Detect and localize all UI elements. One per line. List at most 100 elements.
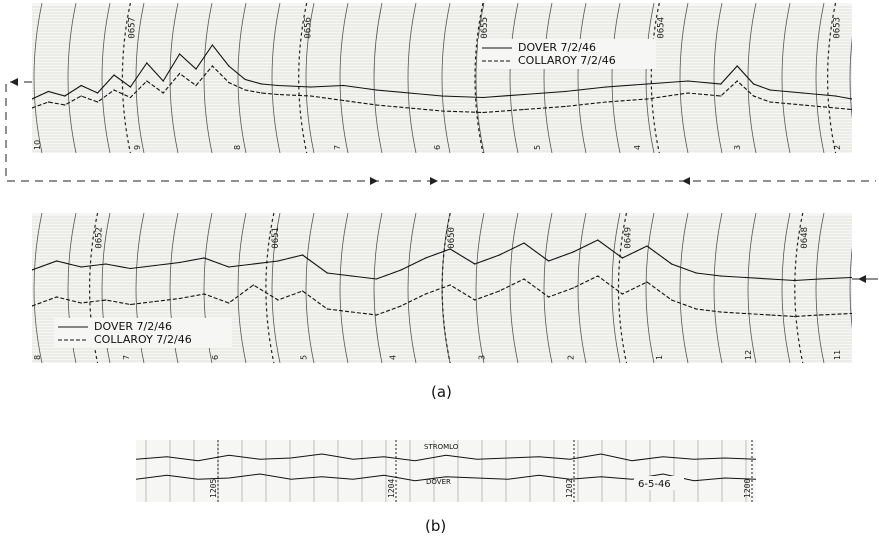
data-point <box>720 83 722 85</box>
legend-entry: DOVER 7/2/46 <box>94 320 172 333</box>
data-point <box>261 83 263 85</box>
data-point <box>228 65 230 67</box>
data-point <box>252 263 254 265</box>
data-point <box>129 303 131 306</box>
hour-tick-label: 7 <box>122 355 131 360</box>
data-point <box>32 269 33 271</box>
grid-arc <box>679 213 689 363</box>
trace-label-dover: DOVER <box>426 478 451 486</box>
data-point <box>80 302 82 304</box>
data-point <box>375 104 377 106</box>
chart-a-bottom: 0652 0651 0650 0649 0648 8 7 6 5 4 3 2 1 12 11 DOVER 7/… <box>32 213 852 363</box>
data-point <box>646 281 648 283</box>
data-point <box>449 284 451 286</box>
grid-arc <box>713 3 723 153</box>
time-label: 0657 <box>127 17 137 39</box>
grid-arc <box>815 213 825 363</box>
data-point <box>162 92 164 94</box>
data-point <box>47 101 49 103</box>
data-point <box>375 314 377 316</box>
data-point <box>203 293 205 295</box>
grid-arc <box>271 213 281 363</box>
data-point <box>179 72 181 75</box>
date-box <box>634 476 684 490</box>
grid-arc <box>747 213 757 363</box>
data-point <box>244 78 246 81</box>
data-point <box>129 267 131 270</box>
grid-arc <box>339 3 349 153</box>
time-label: 0654 <box>656 17 666 39</box>
data-point <box>572 251 574 253</box>
data-point <box>351 275 353 277</box>
arrow-left-icon <box>682 177 690 185</box>
data-point <box>277 84 279 87</box>
hour-tick-label: 3 <box>477 355 486 360</box>
series-trace <box>32 239 852 282</box>
grid-arc <box>237 213 247 363</box>
series-trace <box>32 275 852 318</box>
time-label: 0652 <box>95 227 105 249</box>
data-point <box>113 74 115 76</box>
legend-entry: DOVER 7/2/46 <box>518 41 596 54</box>
data-point <box>498 254 500 256</box>
chart-strip-a-bottom: 0652 0651 0650 0649 0648 8 7 6 5 4 3 2 1 12 11 DOVER 7/… <box>32 213 852 363</box>
grid-arc <box>203 3 213 153</box>
grid-arc <box>781 213 791 363</box>
data-point <box>605 101 607 103</box>
hour-tick-label: 4 <box>633 145 642 150</box>
data-point <box>105 299 107 301</box>
data-point <box>375 89 377 91</box>
data-point <box>211 65 213 67</box>
data-point <box>695 272 697 274</box>
data-point <box>195 68 197 70</box>
data-point <box>646 98 648 100</box>
time-label: 1202 <box>565 479 574 498</box>
data-point <box>474 263 476 265</box>
arrow-left-icon <box>10 78 18 86</box>
data-point <box>695 308 697 310</box>
data-point <box>564 90 566 93</box>
time-label: 0651 <box>271 227 281 249</box>
grid-arc <box>543 3 553 153</box>
grid-arc <box>407 3 417 153</box>
time-label: 0653 <box>833 17 843 39</box>
data-point <box>97 101 99 103</box>
hour-tick-label: 11 <box>833 350 842 360</box>
time-marker <box>617 213 628 363</box>
data-point <box>179 297 181 300</box>
grid-arc <box>339 213 349 363</box>
panel-label-a: (a) <box>431 383 452 401</box>
grid-arc <box>645 213 655 363</box>
data-point <box>482 111 484 114</box>
data-point <box>744 312 747 315</box>
data-point <box>441 95 443 97</box>
grid-arc <box>475 213 485 363</box>
hour-tick-label: 8 <box>33 355 42 360</box>
grid-arc <box>577 213 587 363</box>
grid-arc <box>33 3 43 153</box>
time-label: 1205 <box>209 479 218 498</box>
data-point <box>80 95 82 97</box>
data-point <box>523 108 525 111</box>
grid-arc <box>611 3 621 153</box>
data-point <box>162 80 164 82</box>
hour-tick-label: 10 <box>33 140 42 150</box>
data-point <box>326 272 328 274</box>
data-point <box>80 84 82 87</box>
data-point <box>244 89 246 91</box>
data-point <box>769 89 771 91</box>
data-point <box>310 95 312 97</box>
data-point <box>646 83 648 85</box>
data-point <box>449 248 451 250</box>
grid-arc <box>577 3 587 153</box>
data-point <box>302 254 304 256</box>
time-marker <box>794 213 804 363</box>
arrow-right-icon <box>430 177 438 185</box>
hour-tick-label: 3 <box>733 145 742 150</box>
data-point <box>687 92 689 94</box>
data-point <box>326 308 328 310</box>
series-trace <box>136 473 756 482</box>
data-point <box>548 296 550 298</box>
grid-arc <box>849 246 852 330</box>
time-label: 1200 <box>743 479 752 498</box>
